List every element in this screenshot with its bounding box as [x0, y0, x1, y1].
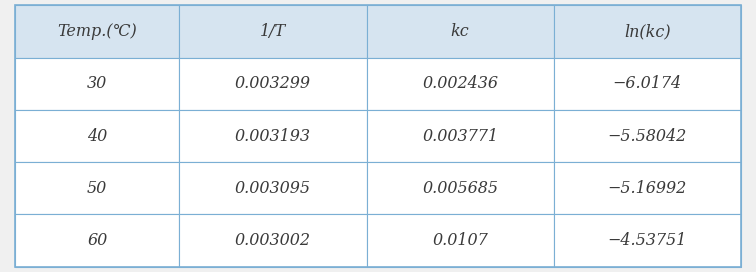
Bar [367, 110, 553, 162]
Text: 0.0107: 0.0107 [432, 232, 488, 249]
Text: Temp.(℃): Temp.(℃) [57, 23, 137, 40]
Bar [553, 162, 741, 214]
Text: −6.0174: −6.0174 [612, 75, 682, 92]
Text: 60: 60 [87, 232, 107, 249]
Bar [179, 58, 367, 110]
Bar [179, 214, 367, 267]
Bar [367, 162, 553, 214]
Text: 50: 50 [87, 180, 107, 197]
Bar [179, 162, 367, 214]
Bar [15, 162, 179, 214]
Text: 0.003002: 0.003002 [235, 232, 311, 249]
Text: kc: kc [451, 23, 469, 40]
Text: 30: 30 [87, 75, 107, 92]
Text: 1/T: 1/T [260, 23, 286, 40]
Text: 0.003299: 0.003299 [235, 75, 311, 92]
Text: 0.005685: 0.005685 [422, 180, 498, 197]
Bar [367, 5, 553, 58]
Text: 0.002436: 0.002436 [422, 75, 498, 92]
Bar [15, 58, 179, 110]
Bar [553, 110, 741, 162]
Text: −5.58042: −5.58042 [608, 128, 687, 144]
Bar [179, 5, 367, 58]
Bar [367, 58, 553, 110]
Bar [553, 214, 741, 267]
Bar [553, 5, 741, 58]
Text: ln(kc): ln(kc) [624, 23, 671, 40]
Bar [367, 214, 553, 267]
Text: −4.53751: −4.53751 [608, 232, 687, 249]
Text: 0.003095: 0.003095 [235, 180, 311, 197]
Text: −5.16992: −5.16992 [608, 180, 687, 197]
Bar [15, 214, 179, 267]
Bar [553, 58, 741, 110]
Bar [15, 5, 179, 58]
Text: 0.003193: 0.003193 [235, 128, 311, 144]
Text: 0.003771: 0.003771 [422, 128, 498, 144]
Bar [179, 110, 367, 162]
Bar [15, 110, 179, 162]
Text: 40: 40 [87, 128, 107, 144]
